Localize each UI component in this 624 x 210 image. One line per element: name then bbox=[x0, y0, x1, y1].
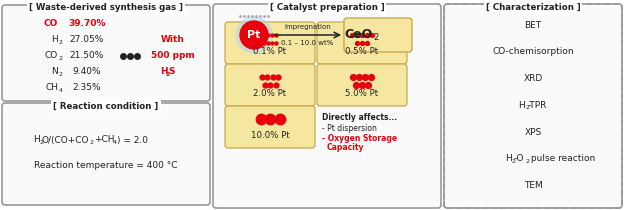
Circle shape bbox=[236, 17, 272, 53]
Text: -O: -O bbox=[514, 154, 525, 163]
Text: BET: BET bbox=[524, 21, 542, 29]
Text: +CH: +CH bbox=[94, 135, 114, 144]
Text: Impregnation: Impregnation bbox=[284, 24, 331, 30]
Text: H: H bbox=[33, 135, 40, 144]
Text: 39.70%: 39.70% bbox=[68, 20, 105, 29]
Text: 0.1 – 10.0 wt%: 0.1 – 10.0 wt% bbox=[281, 40, 334, 46]
Text: Capacity: Capacity bbox=[327, 143, 364, 152]
Text: 27.05%: 27.05% bbox=[70, 35, 104, 45]
Text: 4: 4 bbox=[113, 140, 117, 145]
Text: 2: 2 bbox=[511, 159, 515, 164]
FancyBboxPatch shape bbox=[2, 103, 210, 205]
Text: TEM: TEM bbox=[524, 181, 542, 190]
Text: - Pt dispersion: - Pt dispersion bbox=[322, 124, 377, 133]
Text: 2.0% Pt: 2.0% Pt bbox=[253, 89, 286, 98]
Text: N: N bbox=[51, 67, 58, 76]
Text: ) = 2.0: ) = 2.0 bbox=[117, 135, 148, 144]
Text: 2: 2 bbox=[525, 159, 529, 164]
FancyBboxPatch shape bbox=[213, 4, 441, 208]
Text: [ Catalyst preparation ]: [ Catalyst preparation ] bbox=[270, 3, 384, 12]
Text: 2: 2 bbox=[39, 140, 43, 145]
Text: 2: 2 bbox=[59, 56, 62, 61]
Text: H: H bbox=[519, 101, 525, 110]
Text: 0.1% Pt: 0.1% Pt bbox=[253, 47, 286, 56]
Text: CO: CO bbox=[44, 20, 58, 29]
FancyBboxPatch shape bbox=[225, 106, 315, 148]
Text: 2: 2 bbox=[373, 34, 378, 42]
Text: H: H bbox=[160, 67, 168, 76]
FancyBboxPatch shape bbox=[344, 18, 412, 52]
Text: 2: 2 bbox=[59, 72, 62, 77]
Text: 5.0% Pt: 5.0% Pt bbox=[346, 89, 379, 98]
FancyBboxPatch shape bbox=[225, 22, 315, 64]
Text: S: S bbox=[168, 67, 175, 76]
Text: 2: 2 bbox=[525, 105, 529, 110]
Text: 21.50%: 21.50% bbox=[70, 51, 104, 60]
Text: 2: 2 bbox=[59, 40, 62, 45]
Text: Pt: Pt bbox=[247, 30, 261, 40]
Text: [ Characterization ]: [ Characterization ] bbox=[485, 3, 580, 12]
Text: CO: CO bbox=[45, 51, 58, 60]
FancyBboxPatch shape bbox=[317, 64, 407, 106]
Text: - Oxygen Storage: - Oxygen Storage bbox=[322, 134, 397, 143]
Text: CH: CH bbox=[45, 84, 58, 92]
Text: With: With bbox=[161, 35, 185, 45]
Text: pulse reaction: pulse reaction bbox=[528, 154, 595, 163]
FancyBboxPatch shape bbox=[2, 5, 210, 101]
Text: 4: 4 bbox=[59, 88, 62, 93]
FancyBboxPatch shape bbox=[317, 22, 407, 64]
Text: 10.0% Pt: 10.0% Pt bbox=[251, 131, 290, 140]
FancyBboxPatch shape bbox=[444, 4, 622, 208]
Text: Reaction temperature = 400 °C: Reaction temperature = 400 °C bbox=[34, 161, 178, 171]
Text: -TPR: -TPR bbox=[528, 101, 547, 110]
Text: 2: 2 bbox=[90, 140, 94, 145]
Text: CeO: CeO bbox=[344, 28, 373, 41]
Circle shape bbox=[240, 21, 268, 49]
Text: 2: 2 bbox=[165, 72, 170, 77]
Text: H: H bbox=[505, 154, 512, 163]
Text: XPS: XPS bbox=[524, 128, 542, 136]
Text: 0.5% Pt: 0.5% Pt bbox=[346, 47, 379, 56]
Text: 500 ppm: 500 ppm bbox=[151, 51, 195, 60]
Text: 9.40%: 9.40% bbox=[72, 67, 101, 76]
Text: Directly affects...: Directly affects... bbox=[322, 113, 397, 122]
Text: [ Waste-derived synthesis gas ]: [ Waste-derived synthesis gas ] bbox=[29, 4, 183, 13]
Text: O/(CO+CO: O/(CO+CO bbox=[42, 135, 89, 144]
FancyBboxPatch shape bbox=[225, 64, 315, 106]
Text: CO-chemisorption: CO-chemisorption bbox=[492, 47, 574, 56]
Text: XRD: XRD bbox=[524, 74, 543, 83]
Text: 2.35%: 2.35% bbox=[72, 84, 101, 92]
Text: H: H bbox=[51, 35, 58, 45]
Text: [ Reaction condition ]: [ Reaction condition ] bbox=[54, 101, 158, 110]
